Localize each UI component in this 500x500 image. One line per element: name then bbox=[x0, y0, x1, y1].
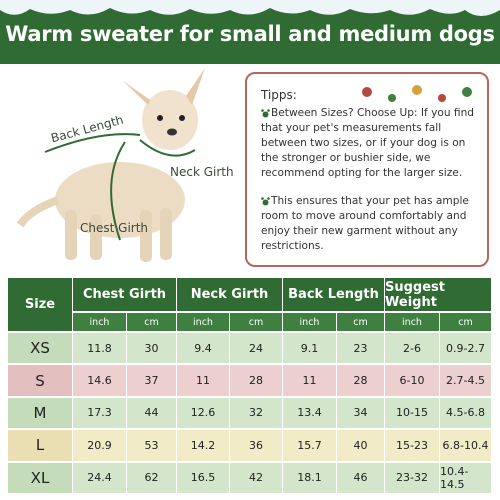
value-cell: 46 bbox=[337, 462, 385, 495]
ornaments bbox=[362, 85, 472, 102]
value-cell: 44 bbox=[127, 397, 177, 431]
neck-girth-label: Neck Girth bbox=[170, 165, 234, 179]
unit-cell: inch bbox=[385, 313, 440, 333]
unit-cell: cm bbox=[440, 313, 492, 333]
tips-box: Tipps: Between Sizes? Choose Up: If you … bbox=[245, 72, 489, 267]
header-cell: Size bbox=[8, 278, 73, 333]
size-cell: XL bbox=[8, 462, 73, 495]
size-cell: L bbox=[8, 430, 73, 463]
value-cell: 16.5 bbox=[177, 462, 230, 495]
value-cell: 6.8-10.4 bbox=[440, 430, 492, 463]
size-cell: S bbox=[8, 365, 73, 398]
value-cell: 24 bbox=[230, 333, 283, 366]
value-cell: 15-23 bbox=[385, 430, 440, 463]
unit-cell: inch bbox=[177, 313, 230, 333]
value-cell: 37 bbox=[127, 365, 177, 398]
unit-cell: cm bbox=[337, 313, 385, 333]
value-cell: 11 bbox=[283, 365, 337, 398]
value-cell: 10.4-14.5 bbox=[440, 462, 492, 495]
value-cell: 30 bbox=[127, 333, 177, 366]
banner: Warm sweater for small and medium dogs bbox=[0, 0, 500, 64]
value-cell: 9.1 bbox=[283, 333, 337, 366]
value-cell: 24.4 bbox=[73, 462, 127, 495]
value-cell: 14.2 bbox=[177, 430, 230, 463]
size-cell: M bbox=[8, 397, 73, 431]
header-cell: Neck Girth bbox=[177, 278, 283, 313]
value-cell: 20.9 bbox=[73, 430, 127, 463]
value-cell: 40 bbox=[337, 430, 385, 463]
value-cell: 2-6 bbox=[385, 333, 440, 366]
value-cell: 4.5-6.8 bbox=[440, 397, 492, 431]
value-cell: 62 bbox=[127, 462, 177, 495]
snow bbox=[0, 0, 500, 16]
value-cell: 14.6 bbox=[73, 365, 127, 398]
chest-girth-label: Chest Girth bbox=[80, 221, 149, 235]
tip-text: This ensures that your pet has ample roo… bbox=[261, 195, 469, 252]
value-cell: 32 bbox=[230, 397, 283, 431]
value-cell: 13.4 bbox=[283, 397, 337, 431]
header-cell: Back Length bbox=[283, 278, 385, 313]
tips-title: Tipps: bbox=[261, 88, 297, 102]
value-cell: 28 bbox=[230, 365, 283, 398]
title: Warm sweater for small and medium dogs bbox=[5, 22, 495, 46]
value-cell: 42 bbox=[230, 462, 283, 495]
value-cell: 11 bbox=[177, 365, 230, 398]
unit-cell: cm bbox=[127, 313, 177, 333]
value-cell: 2.7-4.5 bbox=[440, 365, 492, 398]
tip-item: Between Sizes? Choose Up: If you find th… bbox=[261, 106, 483, 181]
paw-icon bbox=[261, 109, 270, 118]
tip-text: Between Sizes? Choose Up: If you find th… bbox=[261, 107, 475, 179]
value-cell: 28 bbox=[337, 365, 385, 398]
header-cell: Suggest Weight bbox=[385, 278, 492, 313]
dog-illustration bbox=[16, 68, 205, 262]
value-cell: 15.7 bbox=[283, 430, 337, 463]
value-cell: 10-15 bbox=[385, 397, 440, 431]
value-cell: 12.6 bbox=[177, 397, 230, 431]
value-cell: 34 bbox=[337, 397, 385, 431]
value-cell: 9.4 bbox=[177, 333, 230, 366]
value-cell: 23 bbox=[337, 333, 385, 366]
value-cell: 18.1 bbox=[283, 462, 337, 495]
unit-cell: inch bbox=[283, 313, 337, 333]
tip-item: This ensures that your pet has ample roo… bbox=[261, 194, 483, 254]
value-cell: 11.8 bbox=[73, 333, 127, 366]
value-cell: 53 bbox=[127, 430, 177, 463]
header-cell: Chest Girth bbox=[73, 278, 177, 313]
paw-icon bbox=[261, 197, 270, 206]
unit-cell: cm bbox=[230, 313, 283, 333]
value-cell: 0.9-2.7 bbox=[440, 333, 492, 366]
size-cell: XS bbox=[8, 333, 73, 366]
value-cell: 36 bbox=[230, 430, 283, 463]
unit-cell: inch bbox=[73, 313, 127, 333]
value-cell: 17.3 bbox=[73, 397, 127, 431]
value-cell: 23-32 bbox=[385, 462, 440, 495]
value-cell: 6-10 bbox=[385, 365, 440, 398]
